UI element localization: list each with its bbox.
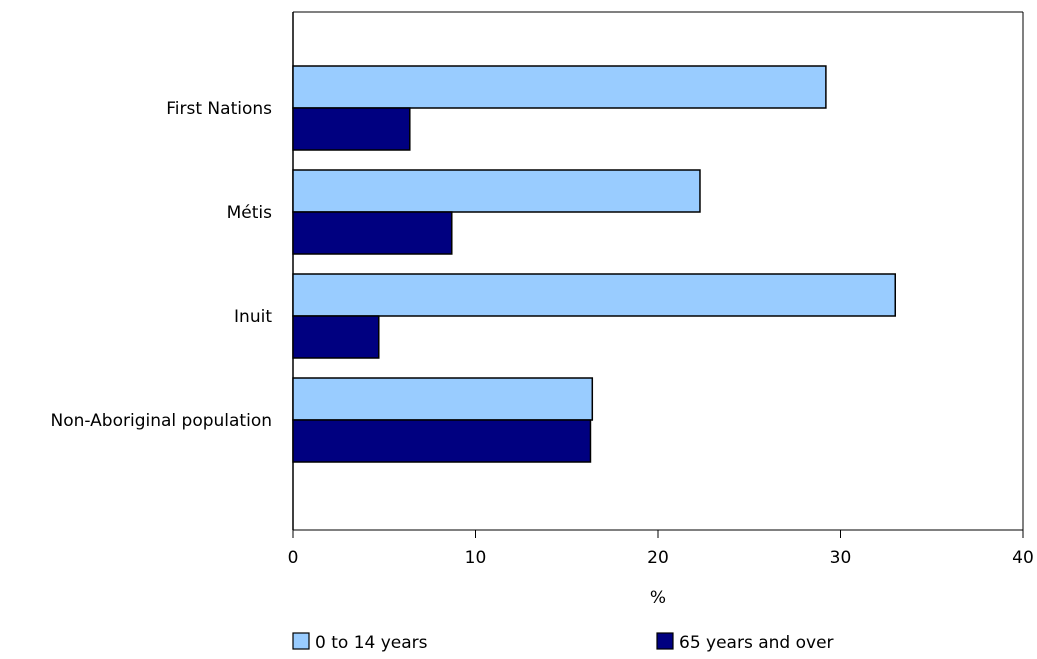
bar-age-0-14-0 xyxy=(292,65,827,109)
bar-age-0-14-2 xyxy=(292,273,896,317)
bar-age-65-plus-2 xyxy=(292,315,380,359)
x-axis-title: % xyxy=(650,588,666,608)
category-label: Métis xyxy=(227,203,273,223)
legend-swatch xyxy=(656,632,674,650)
category-labels: First Nations Métis Inuit Non-Aboriginal po… xyxy=(51,99,273,431)
bar-age-65-plus-0 xyxy=(292,107,411,151)
x-axis: 0 10 20 30 40 xyxy=(288,530,1034,568)
x-tick-label: 10 xyxy=(465,548,487,568)
category-label: Non-Aboriginal population xyxy=(51,411,272,431)
bar-age-0-14-1 xyxy=(292,169,701,213)
legend: 0 to 14 years 65 years and over xyxy=(292,632,834,653)
bars-group xyxy=(292,65,896,463)
x-tick-label: 0 xyxy=(288,548,299,568)
x-tick-label: 40 xyxy=(1012,548,1034,568)
bar-age-0-14-3 xyxy=(292,377,594,421)
legend-label: 0 to 14 years xyxy=(315,633,428,653)
bar-age-65-plus-3 xyxy=(292,419,592,463)
legend-swatch xyxy=(292,632,310,650)
x-tick-label: 20 xyxy=(647,548,669,568)
legend-label: 65 years and over xyxy=(679,633,834,653)
bar-age-65-plus-1 xyxy=(292,211,453,255)
x-tick-label: 30 xyxy=(830,548,852,568)
category-label: First Nations xyxy=(166,99,272,119)
category-label: Inuit xyxy=(234,307,272,327)
